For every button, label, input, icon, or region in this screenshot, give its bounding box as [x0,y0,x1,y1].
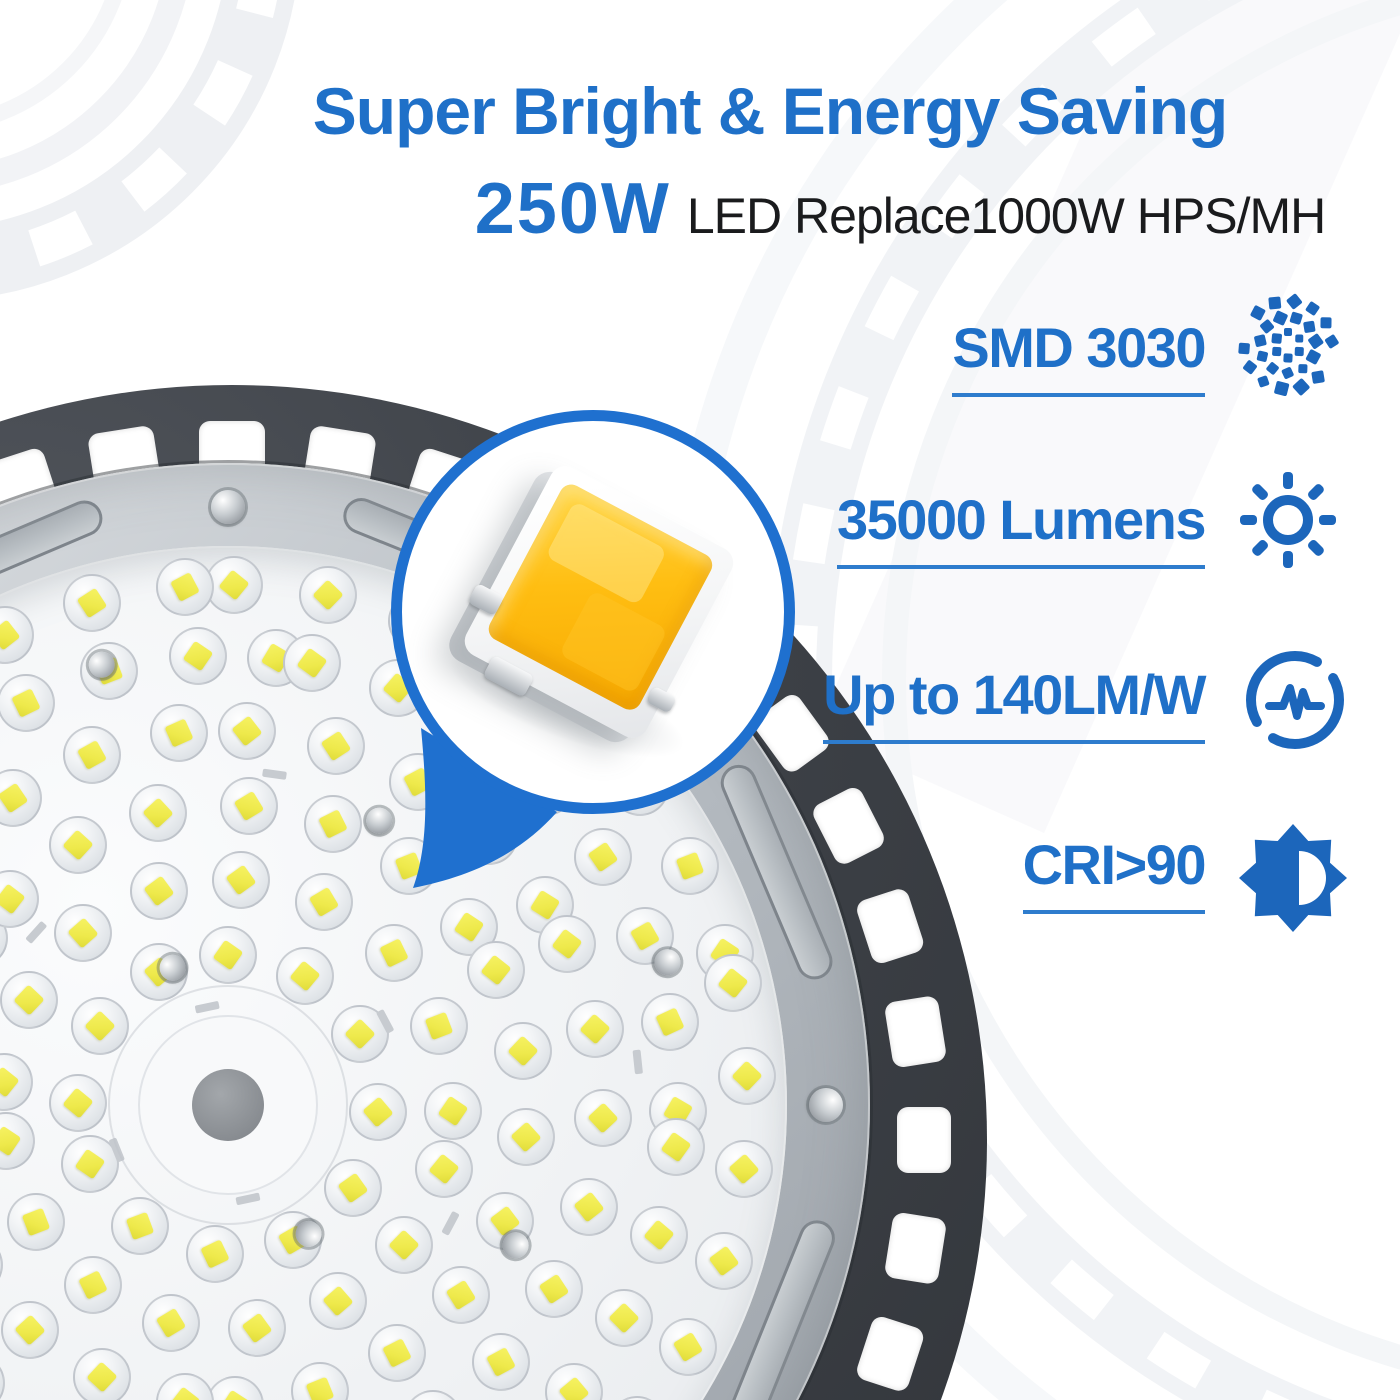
led-lens [525,1260,584,1319]
led-lens [110,1197,169,1256]
led-lens [629,1206,688,1265]
led-lens [282,633,341,692]
led-lens [275,947,334,1006]
led-lens [537,915,596,974]
callout-bubble [391,410,795,814]
led-lens [6,1192,65,1251]
led-lens [129,861,188,920]
led-lens [71,997,130,1056]
ring-screw [211,490,245,524]
led-lens [374,1216,433,1275]
led-lens [409,996,468,1055]
led-lens [331,1004,390,1063]
center-plate-ring [108,985,348,1225]
led-lens [304,795,363,854]
led-lens [559,1177,618,1236]
led-lens [199,926,257,984]
led-lens [298,565,357,624]
led-lens [73,1348,132,1400]
led-lens [205,556,264,615]
led-lens [595,1288,654,1347]
led-lens [0,674,55,733]
led-lens [545,1363,604,1400]
led-lens [306,716,365,775]
led-lens [324,1158,383,1217]
led-lens [48,816,107,875]
led-lens [295,872,354,931]
led-lens [574,827,633,886]
led-lens [212,851,271,910]
led-lens [497,1108,556,1167]
led-lens [141,1293,200,1352]
led-lens [715,1140,774,1199]
led-lens [431,1265,490,1324]
led-lens [0,970,59,1029]
center-sensor-dot [192,1069,264,1141]
contrast-star-icon [1239,824,1347,932]
led-lens [660,837,719,896]
page-title: Super Bright & Energy Saving [312,74,1229,148]
led-lens [54,903,113,962]
led-lens [695,1231,754,1290]
feature-label-efficacy: Up to 140LM/W [823,662,1206,744]
wattage-text: 250W [474,169,671,249]
led-lens [149,704,208,763]
led-lens [220,776,279,835]
led-lens [647,1118,706,1177]
led-lens [0,1301,59,1360]
led-lens [63,574,122,632]
led-lens [466,940,525,999]
led-lens [64,1256,123,1315]
led-lens [348,1082,407,1141]
phosphor-highlight [558,589,669,694]
led-lens [185,1225,244,1284]
led-lens [414,1140,473,1199]
feature-label-cri: CRI>90 [1022,832,1207,914]
led-lens [472,1332,531,1391]
led-lens [309,1272,368,1331]
feature-label-smd: SMD 3030 [952,315,1206,397]
led-lens [227,1299,286,1358]
led-lens [423,1081,482,1140]
led-lens [573,1089,632,1148]
led-lens [718,1046,777,1105]
replacement-text: LED Replace1000W HPS/MH [686,188,1326,244]
led-lens [168,627,227,686]
led-lens [368,1323,427,1382]
led-lens [49,1073,107,1132]
pulse-circle-icon [1246,651,1344,749]
led-lens [128,784,187,843]
led-lens [566,1000,625,1059]
led-lens [704,953,763,1012]
led-lens [155,557,214,616]
smd-dots-icon [1238,293,1339,397]
feature-label-lumens: 35000 Lumens [837,487,1206,569]
led-lens [218,701,277,760]
led-lens [641,992,700,1051]
subtitle-line: 250W LED Replace1000W HPS/MH [420,168,1380,250]
led-lens [494,1022,553,1081]
led-lens [659,1317,718,1376]
led-lens [364,923,423,982]
led-lens [63,726,122,785]
sun-icon [1240,472,1336,568]
